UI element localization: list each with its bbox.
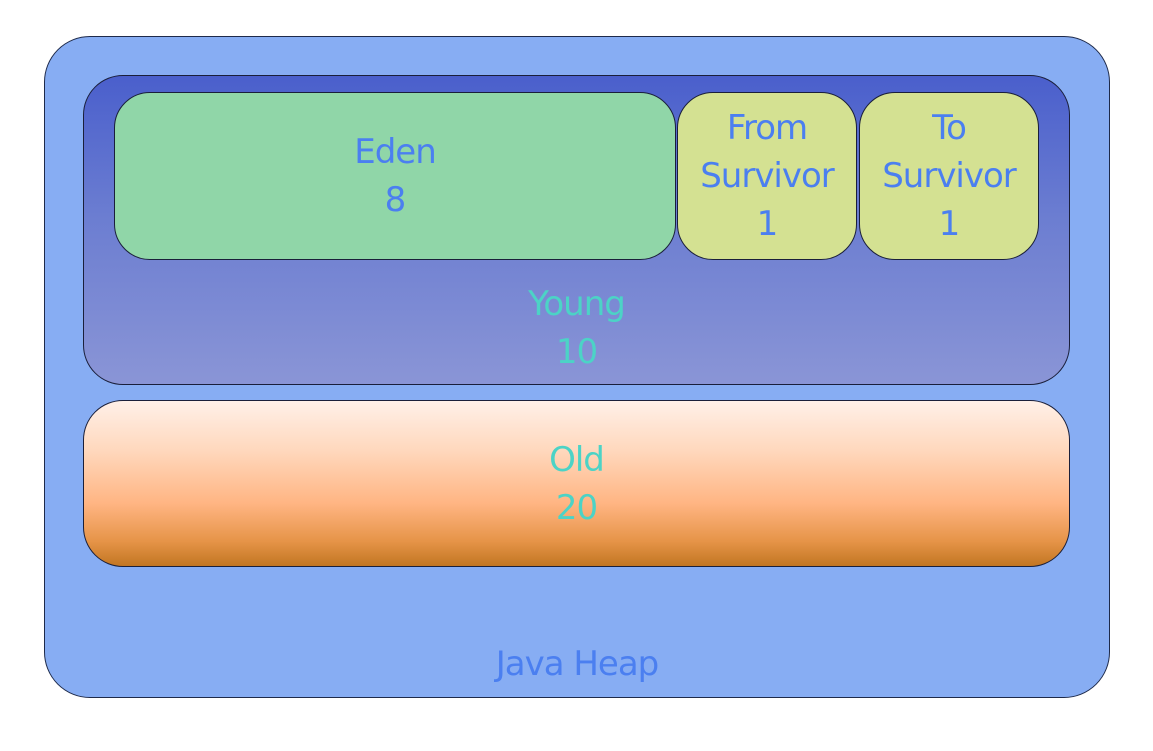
old-generation-space: Old 20 <box>83 400 1070 567</box>
to-survivor-label-line1: To <box>932 108 967 148</box>
young-generation-caption: Young 10 <box>83 280 1070 376</box>
from-survivor-size: 1 <box>756 204 779 244</box>
young-size: 10 <box>555 332 598 372</box>
to-survivor-space: To Survivor 1 <box>859 92 1039 260</box>
eden-label: Eden <box>354 132 437 172</box>
java-heap-caption: Java Heap <box>44 640 1110 688</box>
java-heap-label: Java Heap <box>495 644 660 684</box>
eden-size: 8 <box>384 180 407 220</box>
from-survivor-space: From Survivor 1 <box>677 92 857 260</box>
young-label: Young <box>528 284 626 324</box>
to-survivor-label-line2: Survivor <box>882 156 1017 196</box>
to-survivor-size: 1 <box>938 204 961 244</box>
from-survivor-label-line2: Survivor <box>700 156 835 196</box>
old-label: Old <box>549 439 605 480</box>
from-survivor-label-line1: From <box>726 108 808 148</box>
eden-space: Eden 8 <box>114 92 676 260</box>
old-size: 20 <box>555 487 598 528</box>
